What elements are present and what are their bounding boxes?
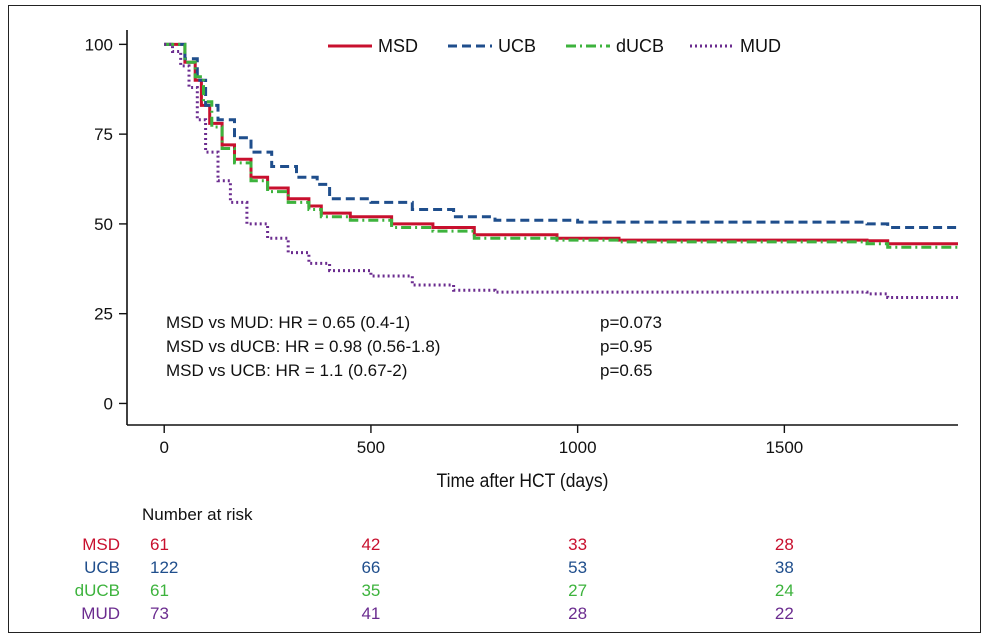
x-tick-label: 1500	[765, 438, 803, 457]
risk-count: 24	[775, 581, 794, 600]
series-line-ucb	[164, 42, 958, 229]
p-value-annotation: p=0.073	[600, 313, 662, 332]
risk-count: 28	[568, 604, 587, 623]
legend-label: MUD	[740, 36, 781, 56]
risk-count: 38	[775, 558, 794, 577]
risk-count: 42	[361, 535, 380, 554]
hr-annotation: MSD vs UCB: HR = 1.1 (0.67-2)	[166, 361, 407, 380]
hr-annotation: MSD vs dUCB: HR = 0.98 (0.56-1.8)	[166, 337, 440, 356]
legend-item-ucb: UCB	[448, 36, 536, 56]
legend-label: dUCB	[616, 36, 664, 56]
legend-item-msd: MSD	[328, 36, 418, 56]
risk-count: 41	[361, 604, 380, 623]
y-tick-label: 0	[104, 394, 113, 413]
risk-table-title: Number at risk	[142, 505, 253, 524]
risk-count: 122	[150, 558, 178, 577]
risk-count: 61	[150, 535, 169, 554]
risk-count: 33	[568, 535, 587, 554]
risk-count: 53	[568, 558, 587, 577]
x-axis-title: Time after HCT (days)	[437, 469, 609, 491]
figure-frame	[8, 5, 981, 633]
legend-label: UCB	[498, 36, 536, 56]
risk-group-label: UCB	[84, 558, 120, 577]
x-tick-label: 0	[159, 438, 168, 457]
x-tick-label: 1000	[559, 438, 597, 457]
legend-item-mud: MUD	[690, 36, 781, 56]
y-tick-label: 75	[94, 125, 113, 144]
p-value-annotation: p=0.65	[600, 361, 652, 380]
x-tick-label: 500	[357, 438, 385, 457]
series-line-ducb	[164, 42, 958, 249]
risk-group-label: dUCB	[75, 581, 120, 600]
risk-count: 61	[150, 581, 169, 600]
legend-item-ducb: dUCB	[566, 36, 664, 56]
risk-group-label: MSD	[82, 535, 120, 554]
risk-group-label: MUD	[81, 604, 120, 623]
series-line-mud	[164, 42, 958, 299]
risk-count: 28	[775, 535, 794, 554]
y-tick-label: 100	[85, 35, 113, 54]
legend-label: MSD	[378, 36, 418, 56]
risk-count: 73	[150, 604, 169, 623]
risk-count: 22	[775, 604, 794, 623]
risk-count: 35	[361, 581, 380, 600]
p-value-annotation: p=0.95	[600, 337, 652, 356]
risk-count: 66	[361, 558, 380, 577]
series-line-msd	[164, 42, 958, 246]
hr-annotation: MSD vs MUD: HR = 0.65 (0.4-1)	[166, 313, 410, 332]
y-tick-label: 50	[94, 215, 113, 234]
risk-count: 27	[568, 581, 587, 600]
y-tick-label: 25	[94, 305, 113, 324]
